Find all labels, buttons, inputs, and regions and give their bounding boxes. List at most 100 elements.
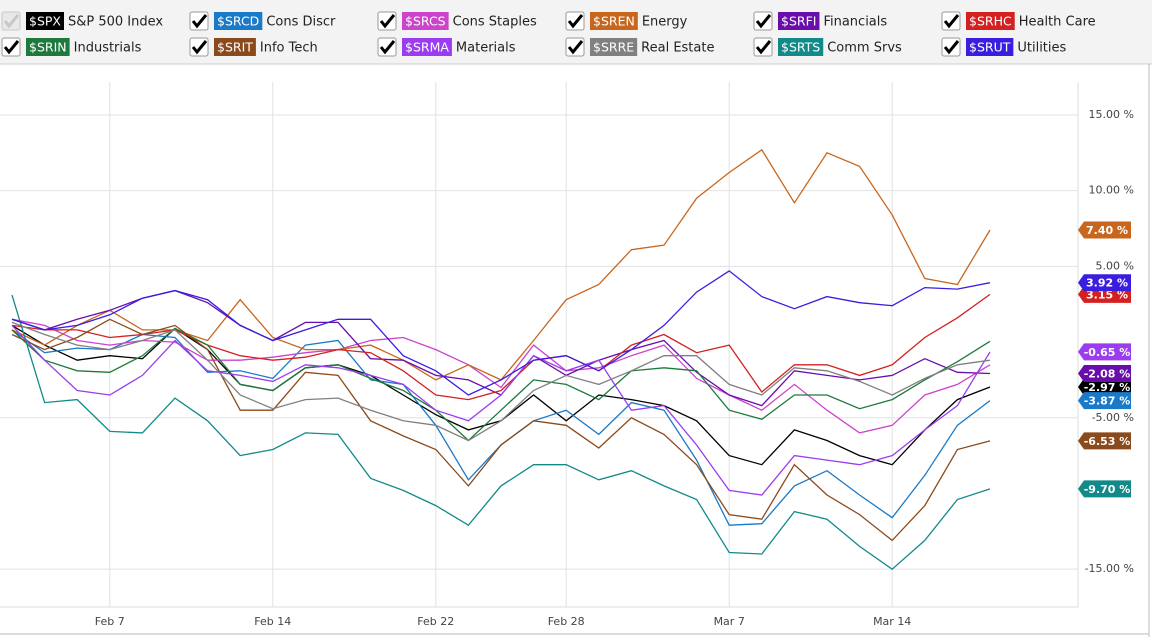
legend-symbol: $SRFI — [781, 14, 816, 29]
check-mark — [567, 40, 584, 55]
legend-label: Materials — [456, 41, 516, 56]
legend-swatch — [214, 12, 263, 30]
legend-swatch — [26, 12, 64, 30]
end-tag — [1078, 365, 1131, 383]
legend-symbol: $SPX — [29, 14, 61, 29]
legend-symbol: $SRUT — [969, 40, 1011, 55]
end-tag — [1078, 343, 1131, 361]
check-mark — [755, 40, 772, 55]
end-tag — [1078, 432, 1131, 450]
x-tick-label: Mar 14 — [873, 615, 911, 628]
series-line — [11, 294, 991, 571]
legend-item[interactable]: $SRIT Info Tech — [189, 37, 318, 57]
check-mark — [379, 14, 396, 29]
end-tag-label: -2.08 % — [1084, 368, 1131, 381]
series-line — [11, 318, 991, 434]
legend-item[interactable]: $SRCS Cons Staples — [377, 11, 537, 31]
check-mark — [3, 40, 20, 55]
series-line — [11, 321, 991, 442]
series-line — [11, 293, 991, 401]
legend-swatch — [26, 38, 70, 56]
end-tag — [1078, 392, 1131, 410]
end-tag-label: 3.92 % — [1086, 277, 1128, 290]
series-line — [11, 289, 991, 407]
check-mark — [943, 40, 960, 55]
end-tag-label: -2.97 % — [1084, 381, 1131, 394]
series-line — [11, 329, 991, 526]
legend-swatch — [966, 12, 1015, 30]
check-mark — [755, 14, 772, 29]
legend-label: Info Tech — [260, 41, 318, 56]
legend-item[interactable]: $SRFI Financials — [753, 11, 887, 31]
legend-label: Financials — [823, 15, 887, 30]
end-tag — [1078, 480, 1131, 498]
check-mark — [379, 40, 396, 55]
legend-swatch — [402, 38, 452, 56]
x-tick-label: Mar 7 — [714, 615, 745, 628]
legend-item[interactable]: $SRUT Utilities — [941, 37, 1067, 57]
legend-symbol: $SRIN — [29, 40, 67, 55]
series-line — [11, 327, 991, 442]
y-tick-label: 10.00 % — [1089, 184, 1134, 197]
legend-label: Real Estate — [641, 41, 714, 56]
y-tick-label: -5.00 % — [1092, 411, 1134, 424]
legend-item[interactable]: $SRHC Health Care — [941, 11, 1096, 31]
check-mark — [3, 14, 20, 29]
legend-swatch — [402, 12, 449, 30]
end-tag — [1078, 378, 1131, 396]
legend-item[interactable]: $SREN Energy — [565, 11, 688, 31]
legend-item[interactable]: $SRTS Comm Srvs — [753, 37, 902, 57]
y-tick-label: 15.00 % — [1089, 108, 1134, 121]
end-tag-label: 7.40 % — [1086, 224, 1128, 237]
check-mark — [567, 14, 584, 29]
legend-symbol: $SRRE — [593, 40, 634, 55]
legend-item[interactable]: $SRIN Industrials — [1, 37, 142, 57]
end-tag — [1078, 221, 1131, 239]
end-tag-label: 3.15 % — [1086, 288, 1128, 301]
legend-symbol: $SRCD — [217, 14, 259, 29]
legend-label: Cons Discr — [266, 15, 336, 30]
legend-item[interactable]: $SPX S&P 500 Index — [1, 11, 163, 31]
legend-label: Comm Srvs — [827, 41, 902, 56]
legend-symbol: $SREN — [593, 14, 635, 29]
series-line — [11, 148, 991, 381]
legend-label: Health Care — [1019, 15, 1096, 30]
legend-swatch — [778, 12, 820, 30]
legend-swatch — [590, 38, 638, 56]
x-tick-label: Feb 7 — [95, 615, 125, 628]
check-mark — [191, 14, 208, 29]
legend-swatch — [214, 38, 256, 56]
legend-symbol: $SRTS — [781, 40, 820, 55]
check-mark — [191, 40, 208, 55]
legend-item[interactable]: $SRRE Real Estate — [565, 37, 714, 57]
series-line — [11, 318, 991, 542]
end-tag-label: -3.87 % — [1084, 395, 1131, 408]
legend-label: Cons Staples — [453, 15, 537, 30]
x-tick-label: Feb 22 — [417, 615, 454, 628]
end-tag — [1078, 274, 1131, 292]
y-tick-label: 5.00 % — [1096, 259, 1134, 272]
legend-symbol: $SRCS — [405, 14, 446, 29]
legend-label: Energy — [642, 15, 688, 30]
legend-item[interactable]: $SRCD Cons Discr — [189, 11, 336, 31]
legend-symbol: $SRMA — [405, 40, 449, 55]
end-tag-label: -6.53 % — [1084, 435, 1131, 448]
legend-label: S&P 500 Index — [68, 15, 163, 30]
x-tick-label: Feb 14 — [254, 615, 291, 628]
legend-item[interactable]: $SRMA Materials — [377, 37, 516, 57]
series-line — [11, 324, 991, 496]
end-tag-label: -9.70 % — [1084, 483, 1131, 496]
end-tag-label: -0.65 % — [1084, 346, 1131, 359]
legend-swatch — [778, 38, 824, 56]
x-tick-label: Feb 28 — [548, 615, 585, 628]
series-line — [11, 270, 991, 396]
legend-symbol: $SRIT — [217, 40, 253, 55]
y-tick-label: -15.00 % — [1085, 562, 1134, 575]
legend-swatch — [966, 38, 1014, 56]
legend-swatch — [590, 12, 638, 30]
legend-label: Industrials — [74, 41, 142, 56]
legend-symbol: $SRHC — [969, 14, 1012, 29]
check-mark — [943, 14, 960, 29]
legend-label: Utilities — [1017, 41, 1066, 56]
